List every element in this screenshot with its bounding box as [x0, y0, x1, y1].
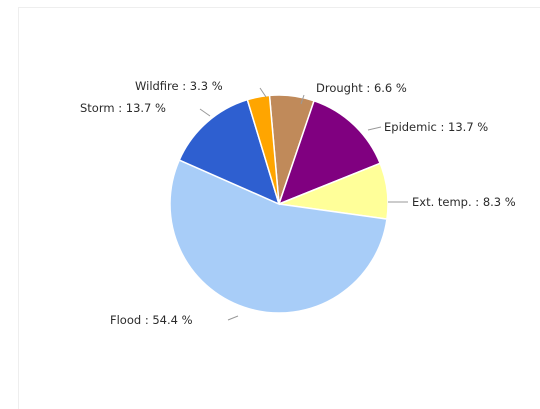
slice-label-storm: Storm : 13.7 % [80, 101, 166, 115]
slice-label-group-ext-temp: Ext. temp. : 8.3 % [388, 195, 516, 209]
leader-line-drought [300, 94, 305, 105]
leader-line-wildfire [259, 87, 267, 98]
pie-slice-epidemic [277, 99, 382, 206]
slice-label-epidemic: Epidemic : 13.7 % [384, 120, 488, 134]
pie-slice-flood [169, 159, 388, 314]
slice-label-group-storm: Storm : 13.7 % [80, 101, 211, 117]
leader-line-flood [227, 315, 239, 321]
pie-slice-storm [178, 98, 281, 206]
slice-label-group-flood: Flood : 54.4 % [110, 313, 239, 327]
slice-label-flood: Flood : 54.4 % [110, 313, 193, 327]
leader-line-epidemic [367, 126, 382, 131]
leader-line-storm [199, 108, 211, 117]
slice-label-group-drought: Drought : 6.6 % [300, 81, 407, 105]
slice-label-group-wildfire: Wildfire : 3.3 % [135, 79, 267, 98]
slice-label-drought: Drought : 6.6 % [316, 81, 407, 95]
slice-label-group-epidemic: Epidemic : 13.7 % [367, 120, 488, 134]
pie-slice-wildfire [246, 94, 280, 205]
slice-label-ext-temp: Ext. temp. : 8.3 % [412, 195, 516, 209]
slice-label-wildfire: Wildfire : 3.3 % [135, 79, 223, 93]
